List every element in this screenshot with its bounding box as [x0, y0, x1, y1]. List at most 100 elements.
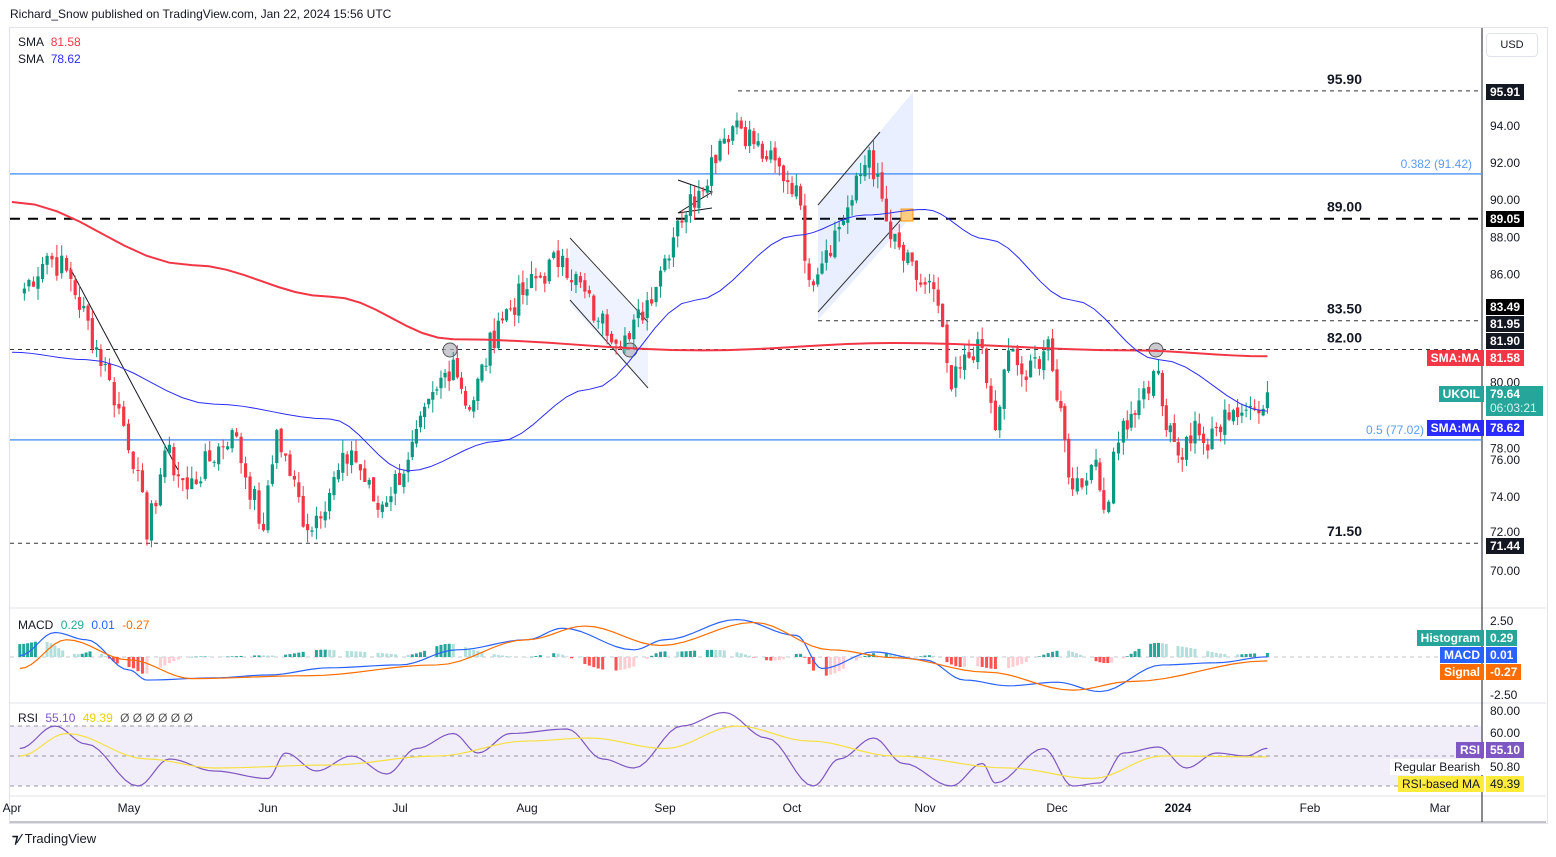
candle — [705, 179, 709, 199]
candle-body — [901, 244, 906, 261]
candle-body — [297, 482, 301, 498]
candle — [963, 344, 967, 380]
candle-body — [95, 347, 99, 350]
candle-body — [367, 480, 371, 485]
candle — [1197, 413, 1201, 441]
candle-body — [422, 406, 427, 418]
histogram-bar — [354, 651, 358, 657]
sma-legend-1[interactable]: SMA 81.58 — [18, 35, 81, 49]
candle-body — [40, 263, 45, 280]
candle-body — [385, 502, 389, 507]
candle — [743, 120, 748, 150]
sma-label: SMA — [18, 35, 44, 49]
time-tick: Aug — [516, 801, 537, 815]
candle-body — [871, 150, 876, 180]
candle — [163, 444, 167, 484]
candle — [149, 500, 154, 548]
candle-body — [923, 282, 927, 285]
touch-point-circle — [442, 342, 458, 358]
candle-body — [641, 311, 645, 321]
histogram-bar — [363, 651, 367, 657]
time-tick: Apr — [3, 801, 22, 815]
candle-body — [1176, 442, 1180, 456]
candle — [243, 456, 248, 490]
candle-body — [1063, 405, 1067, 441]
candle-body — [332, 477, 336, 496]
candle-body — [574, 274, 578, 286]
candle — [1218, 424, 1223, 442]
candle-body — [341, 452, 345, 473]
candle-body — [1184, 436, 1189, 460]
candle-body — [107, 363, 112, 381]
candle — [676, 218, 680, 248]
currency-button[interactable]: USD — [1486, 33, 1538, 57]
rsi-legend[interactable]: RSI 55.10 49.39 Ø Ø Ø Ø Ø Ø — [18, 711, 193, 725]
macd-label: MACD — [18, 618, 54, 632]
candle-body — [1067, 438, 1071, 478]
candle — [380, 501, 384, 519]
histogram-bar — [592, 657, 596, 668]
candle — [31, 276, 36, 288]
histogram-bar — [394, 654, 398, 657]
candle-body — [1111, 451, 1116, 504]
time-tick: Jul — [392, 801, 407, 815]
candle-body — [697, 190, 701, 209]
candle-body — [623, 335, 627, 348]
histogram-bar — [684, 651, 688, 657]
candle — [301, 486, 305, 528]
candle — [1125, 410, 1129, 439]
histogram-bar — [919, 656, 923, 657]
candle-body — [217, 446, 221, 465]
tradingview-logo[interactable]: ⁊⁄ TradingView — [12, 831, 96, 847]
histogram-bar — [167, 657, 171, 664]
candle-body — [1094, 459, 1098, 467]
publish-info: Richard_Snow published on TradingView.co… — [10, 7, 392, 21]
candle — [306, 513, 310, 543]
candle-body — [488, 332, 492, 366]
candle-body — [1227, 412, 1231, 420]
candle-body — [676, 220, 680, 237]
candle-body — [393, 474, 397, 494]
candle — [1214, 422, 1218, 437]
candle-body — [841, 220, 846, 225]
candle — [641, 302, 645, 324]
histogram-bar — [632, 657, 636, 667]
histogram-bar — [1075, 653, 1079, 657]
candle — [914, 260, 919, 292]
candle — [837, 220, 841, 242]
candle-body — [1055, 369, 1059, 401]
candle — [77, 285, 82, 318]
candle-body — [509, 308, 513, 310]
candle — [811, 279, 816, 292]
candle-body — [243, 463, 248, 478]
sma-legend-2[interactable]: SMA 78.62 — [18, 52, 81, 66]
histogram-bar — [389, 653, 393, 657]
candle-body — [867, 150, 871, 168]
candle — [654, 286, 658, 307]
candle — [363, 459, 367, 483]
histogram-bar — [1106, 657, 1110, 664]
candle-body — [45, 255, 49, 265]
histogram-bar — [199, 656, 203, 658]
candle-body — [239, 436, 243, 464]
candle-body — [167, 444, 171, 454]
candle — [389, 487, 393, 512]
candle-body — [1107, 501, 1111, 512]
candle-body — [756, 141, 760, 146]
histogram-bar — [385, 653, 389, 657]
candle-body — [650, 299, 654, 304]
candle-body — [181, 478, 185, 481]
candle-body — [306, 524, 310, 531]
candle — [958, 355, 962, 379]
level-label: 71.50 — [1327, 523, 1362, 539]
candle-body — [1024, 376, 1028, 381]
candle-body — [671, 237, 676, 258]
candle — [671, 227, 676, 267]
histogram-bar — [1149, 643, 1153, 657]
candle — [472, 396, 476, 418]
candle — [1098, 458, 1102, 493]
candle-body — [556, 250, 560, 267]
candle-body — [561, 255, 565, 268]
macd-legend[interactable]: MACD 0.29 0.01 -0.27 — [18, 618, 149, 632]
